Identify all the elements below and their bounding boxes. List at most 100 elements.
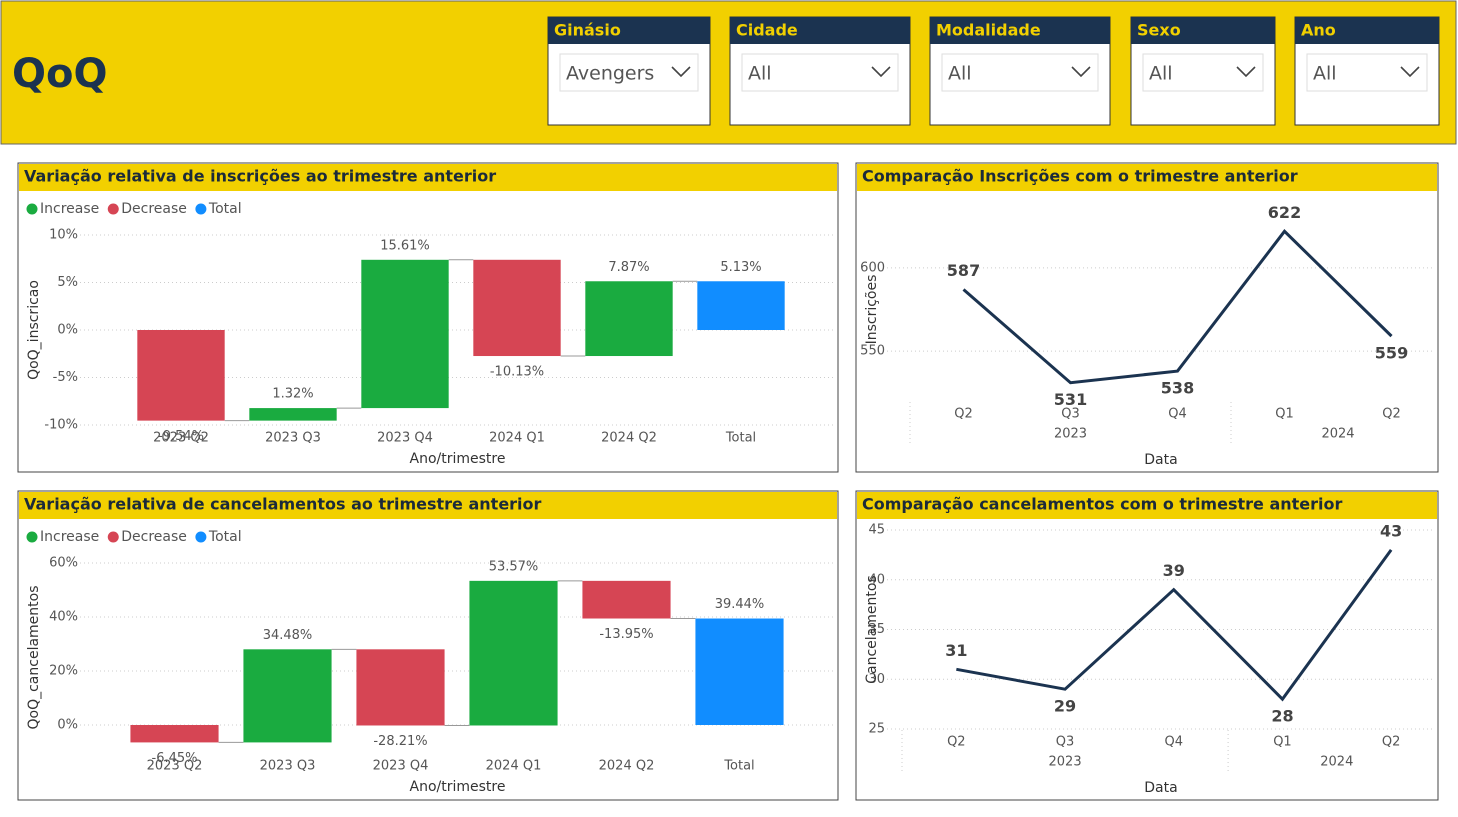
data-label: 559 (1375, 344, 1408, 363)
bar (243, 649, 332, 743)
value-label: -10.13% (490, 365, 544, 380)
x-tick-label: 2023 Q3 (265, 431, 321, 446)
value-label: 7.87% (608, 260, 649, 275)
dropdown-value[interactable]: All (948, 63, 972, 85)
x-tick-label: Q2 (954, 407, 973, 422)
y-tick-label: 5% (57, 275, 78, 290)
slicer-label: Ano (1301, 21, 1336, 40)
legend-swatch (26, 531, 38, 543)
x-tick-label: Q2 (947, 735, 966, 750)
x-tick-label: 2024 Q1 (489, 431, 545, 446)
x-tick-label: Q2 (1382, 735, 1401, 750)
slicer-label: Modalidade (936, 21, 1041, 40)
y-tick-label: 25 (868, 722, 885, 737)
x-group-label: 2024 (1321, 427, 1354, 442)
slicer-header (548, 17, 710, 44)
y-tick-label: 600 (860, 260, 885, 275)
legend-label: Increase (40, 529, 99, 545)
x-tick-label: Q2 (1382, 407, 1401, 422)
slicer-header (1295, 17, 1439, 44)
data-label: 531 (1054, 390, 1087, 409)
value-label: 5.13% (720, 260, 761, 275)
data-label: 587 (947, 261, 980, 280)
page-title: QoQ (12, 51, 108, 97)
x-tick-label: Q1 (1275, 407, 1294, 422)
value-label: 1.32% (272, 387, 313, 402)
slicer-label: Ginásio (554, 21, 621, 40)
value-label: -9.54% (158, 429, 204, 444)
x-tick-label: 2023 Q3 (260, 759, 316, 774)
legend-label: Decrease (121, 201, 187, 217)
x-tick-label: 2024 Q1 (486, 759, 542, 774)
legend-swatch (107, 203, 119, 215)
bar (137, 330, 225, 421)
y-tick-label: 550 (860, 344, 885, 359)
x-tick-label: Q4 (1164, 735, 1183, 750)
legend-label: Total (208, 529, 242, 545)
bar (697, 281, 785, 330)
x-axis-title: Ano/trimestre (410, 779, 506, 795)
legend-swatch (26, 203, 38, 215)
panel-title-bar (857, 492, 1437, 519)
value-label: 34.48% (263, 628, 313, 643)
x-tick-label: Total (723, 759, 754, 774)
panel-title: Comparação cancelamentos com o trimestre… (862, 495, 1342, 514)
x-tick-label: 2024 Q2 (599, 759, 655, 774)
data-label: 39 (1163, 561, 1185, 580)
dropdown-value[interactable]: Avengers (566, 63, 654, 85)
bar (585, 281, 673, 357)
x-tick-label: 2023 Q2 (147, 759, 203, 774)
bar (469, 580, 558, 726)
line (956, 549, 1393, 702)
x-group-label: 2023 (1054, 427, 1087, 442)
x-tick-label: Q3 (1056, 735, 1075, 750)
y-tick-label: 60% (49, 556, 78, 571)
dropdown-arrow[interactable] (871, 66, 891, 78)
dropdown-arrow[interactable] (1400, 66, 1420, 78)
dropdown-arrow[interactable] (671, 66, 691, 78)
value-label: -6.45% (152, 751, 198, 766)
x-group-label: 2024 (1320, 755, 1353, 770)
data-label: 622 (1268, 203, 1301, 222)
bar (130, 725, 219, 743)
x-axis-title: Data (1144, 452, 1177, 468)
dropdown[interactable] (941, 53, 1099, 92)
x-tick-label: Total (725, 431, 756, 446)
x-tick-label: 2023 Q4 (373, 759, 429, 774)
legend-label: Increase (40, 201, 99, 217)
y-tick-label: 30 (868, 672, 885, 687)
dropdown[interactable] (559, 53, 699, 92)
slicer-header (730, 17, 910, 44)
data-label: 31 (945, 641, 967, 660)
panel-title-bar (19, 164, 837, 191)
x-axis-title: Data (1144, 780, 1177, 796)
dropdown-arrow[interactable] (1236, 66, 1256, 78)
slicer-label: Sexo (1137, 21, 1181, 40)
legend-label: Decrease (121, 529, 187, 545)
bar (361, 259, 449, 409)
bar (249, 408, 337, 421)
y-tick-label: 40% (49, 610, 78, 625)
panel-title: Variação relativa de inscrições ao trime… (24, 167, 496, 186)
x-tick-label: Q4 (1168, 407, 1187, 422)
panel-title-bar (857, 164, 1437, 191)
dropdown-value[interactable]: All (748, 63, 772, 85)
x-tick-label: 2023 Q2 (153, 431, 209, 446)
dropdown-value[interactable]: All (1313, 63, 1337, 85)
bar (695, 618, 784, 725)
x-tick-label: Q3 (1061, 407, 1080, 422)
line (962, 229, 1393, 385)
value-label: 53.57% (489, 559, 539, 574)
value-label: -13.95% (599, 627, 653, 642)
y-tick-label: 45 (868, 523, 885, 538)
dropdown-arrow[interactable] (1071, 66, 1091, 78)
dropdown[interactable] (741, 53, 899, 92)
value-label: -28.21% (373, 734, 427, 749)
y-axis-title: QoQ_inscricao (26, 280, 42, 380)
panel-title: Comparação Inscrições com o trimestre an… (862, 167, 1298, 186)
data-label: 29 (1054, 697, 1076, 716)
y-tick-label: 10% (49, 228, 78, 243)
dropdown-value[interactable]: All (1149, 63, 1173, 85)
slicer-header (1131, 17, 1275, 44)
